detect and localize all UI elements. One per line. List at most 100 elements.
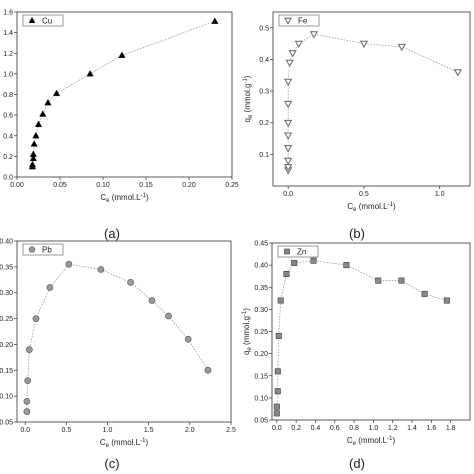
panel-caption: (b) [349,226,365,241]
data-point [118,51,126,58]
legend-box [22,243,64,256]
data-point [148,297,156,304]
data-point [184,335,192,343]
chart-panel: 0.00 0.05 0.10 0.15 0.20 0.25 0.0 0.2 0.4 0.6 0.8 1… [3,10,239,242]
x-tick-label: 1.8 [446,425,456,432]
data-point [32,131,40,139]
data-point [127,279,134,286]
data-point [398,277,405,284]
legend-label: Cu [42,17,52,26]
data-point [39,110,47,117]
data-point [291,259,298,266]
data-point [443,297,450,304]
x-tick-label: 0.15 [139,182,153,189]
data-point [211,17,219,24]
data-point [52,89,61,97]
x-axis-label: Ce (mmol.L-1) [347,436,396,447]
x-tick-label: 1.2 [388,425,398,432]
y-tick-label: 0.35 [254,285,268,292]
data-point [34,120,43,128]
data-point [343,262,350,269]
legend-marker [28,246,36,253]
y-tick-label: 0.8 [3,92,13,99]
data-point [24,377,32,384]
y-tick-label: 0.40 [254,263,268,270]
series-line [287,33,459,171]
data-point [29,154,37,162]
x-tick-label: 0.25 [225,182,239,189]
y-tick-label: 0.05 [254,418,268,425]
data-point [284,145,293,153]
x-tick-label: 2.0 [185,427,195,434]
x-tick-label: 0.20 [182,182,196,189]
y-tick-label: 0.25 [254,329,268,336]
data-point [46,284,54,291]
legend-marker [28,16,36,23]
x-tick-label: 0.6 [330,425,340,432]
data-point [285,59,294,68]
x-tick-label: 0.5 [359,191,369,198]
legend-box [278,14,320,27]
data-point [284,100,293,109]
chart-panel: 0.0 0.5 1.0 1.5 2.0 2.5 0.05 0.10 0.15 0.20 0.25 0.… [0,239,236,472]
plot-frame [272,11,471,187]
data-point [204,366,212,374]
data-point [44,98,52,106]
y-tick-label: 0.6 [3,113,13,120]
chart-panel: 0.0 0.5 1.0 0.1 0.2 0.3 0.4 0.5 Ce (mmol.L-1) qe … [243,11,471,241]
panel-caption: (a) [104,226,120,241]
x-axis-label: Ce (mmol.L-1) [100,193,149,204]
y-tick-label: 0.20 [0,342,13,349]
y-tick-label: 0.10 [254,395,268,402]
x-tick-label: 1.0 [369,425,379,432]
x-tick-label: 0.5 [62,427,72,434]
legend-label: Fe [298,17,308,26]
x-tick-label: 0.8 [349,425,359,432]
y-tick-label: 0.3 [259,89,269,96]
x-tick-label: 0.00 [10,182,24,189]
data-point [165,312,172,320]
y-tick-label: 0.15 [254,373,268,380]
data-point [275,332,282,339]
legend-label: Pb [42,246,52,255]
data-point [32,315,40,322]
x-tick-label: 0.05 [53,182,67,189]
data-point [23,397,31,405]
series-line [32,20,215,167]
legend-marker [284,17,292,25]
y-tick-label: 1.6 [3,10,13,17]
legend-box [22,14,64,27]
x-tick-label: 0.0 [20,427,30,434]
data-point [284,157,293,166]
x-tick-label: 1.0 [103,427,113,434]
panel-caption: (d) [349,456,365,471]
data-point [288,50,297,58]
y-tick-label: 0.35 [0,264,13,271]
data-point [284,119,293,128]
data-point [294,40,303,49]
chart-panel: 0.0 0.2 0.4 0.6 0.8 1.0 1.2 1.4 1.6 1.8 0.05 0.10 0.… [242,241,471,471]
y-tick-label: 0.0 [3,175,13,182]
y-tick-label: 0.4 [259,57,269,64]
y-tick-label: 0.20 [254,351,268,358]
x-tick-label: 1.4 [407,425,417,432]
y-tick-label: 0.5 [259,25,269,32]
data-point [30,140,38,147]
data-point [65,260,73,268]
data-point [23,408,31,416]
x-tick-label: 2.5 [226,427,236,434]
y-tick-label: 1.4 [3,30,13,37]
data-point [375,277,382,284]
y-tick-label: 1.2 [3,51,13,58]
data-point [277,297,284,304]
data-point [28,160,37,168]
y-tick-label: 0.30 [254,307,268,314]
data-point [97,266,105,273]
data-point [284,132,293,140]
y-tick-label: 0.30 [0,290,13,297]
data-point [274,368,281,375]
plot-frame [271,242,471,421]
x-tick-label: 0.2 [291,425,301,432]
y-tick-label: 0.2 [3,154,13,161]
